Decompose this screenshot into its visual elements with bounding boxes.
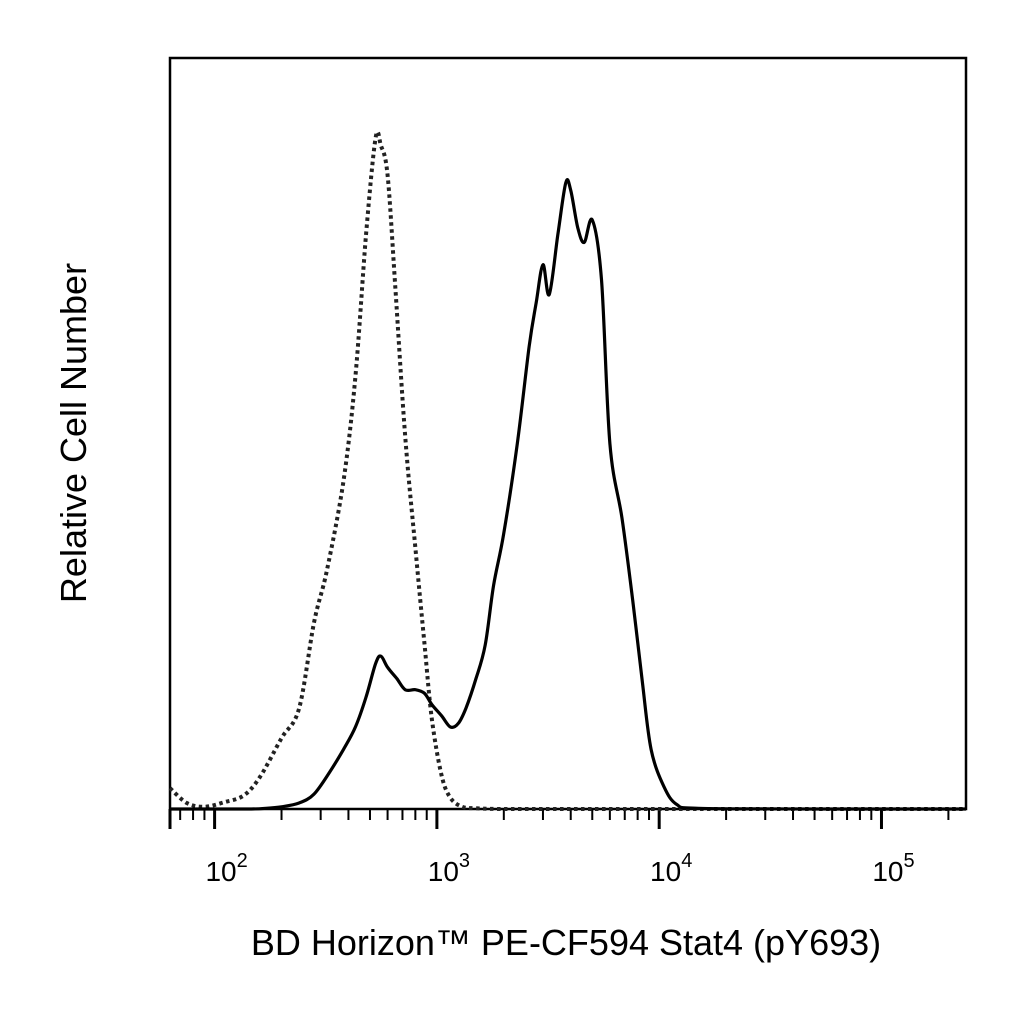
x-tick-label: 102 (205, 850, 247, 887)
x-axis-label: BD Horizon™ PE-CF594 Stat4 (pY693) (251, 922, 881, 963)
series-layer (168, 130, 966, 812)
x-axis: 102 103 104 105 (168, 809, 950, 887)
x-tick-label: 105 (872, 850, 914, 887)
x-tick-label: 104 (650, 850, 692, 887)
plot-area-frame (168, 56, 968, 811)
series-solid-line (170, 178, 966, 811)
series-dotted-line (168, 130, 966, 812)
x-tick-label: 103 (428, 850, 470, 887)
y-axis-label: Relative Cell Number (53, 263, 94, 603)
